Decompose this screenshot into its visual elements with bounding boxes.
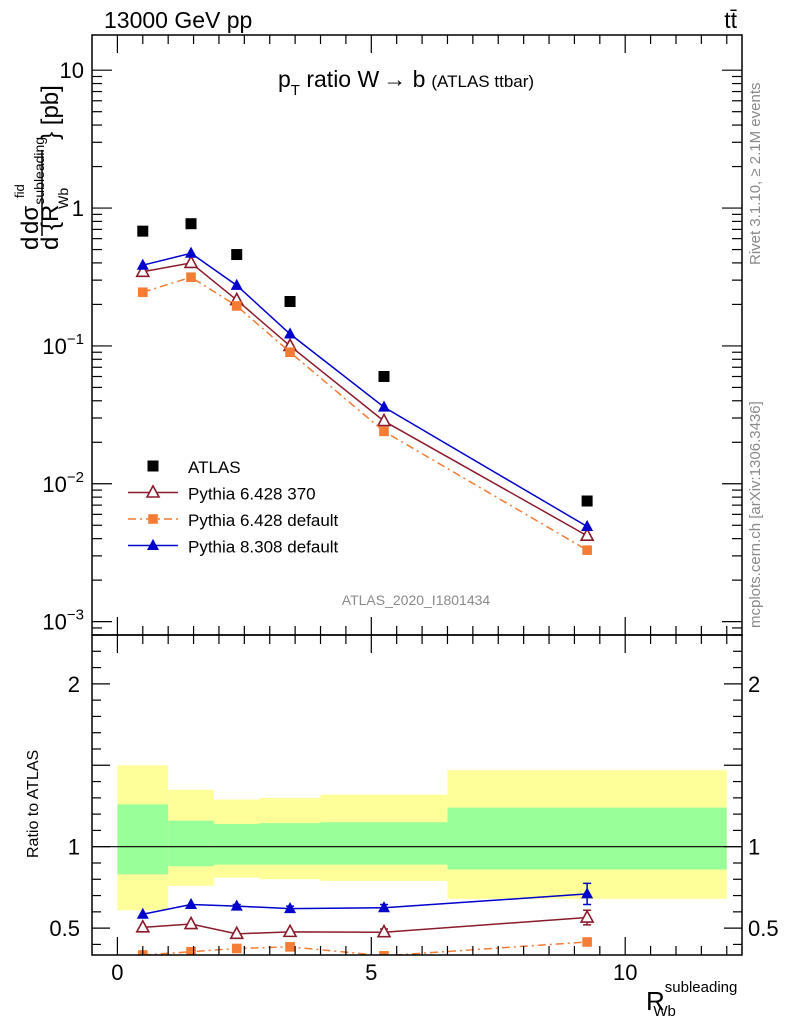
series-0-point	[284, 295, 296, 307]
series-2-point	[137, 287, 148, 298]
series-1-ratio-point	[183, 915, 199, 930]
legend-marker-3	[147, 538, 159, 550]
series-2-point	[379, 426, 389, 437]
header-process-label: tt̄	[724, 7, 737, 33]
band-inner-bin	[213, 823, 260, 865]
series-0-point	[137, 225, 149, 237]
series-3-ratio-line	[142, 893, 588, 916]
ratio-y-tick-label-right: 0.5	[748, 916, 779, 941]
ratio-y-tick-label-right: 1	[748, 835, 760, 860]
series-2-ratio-point	[582, 937, 592, 947]
series-1-ratio-point	[282, 923, 298, 938]
series-3-ratio-point	[377, 901, 390, 913]
series-2-point	[285, 347, 295, 358]
series-1-ratio-point	[229, 925, 245, 940]
series-0-point	[581, 495, 593, 507]
main-plot-area	[135, 218, 595, 555]
series-0-point	[185, 218, 197, 230]
series-2-point	[231, 301, 242, 311]
ratio-y-tick-label-left: 1	[68, 835, 80, 860]
series-3-point	[284, 327, 297, 339]
series-3-ratio-point	[581, 887, 594, 899]
y-tick-label: 10−1	[42, 331, 84, 359]
y-tick-label: 10−2	[42, 469, 84, 497]
header-energy-label: 13000 GeV pp	[104, 7, 252, 33]
axis-ticks	[92, 35, 742, 955]
series-3-point	[581, 519, 594, 531]
band-inner-bin	[259, 823, 321, 865]
series-3-point	[185, 246, 198, 258]
ratio-plot-frame	[91, 634, 743, 956]
series-2-ratio-point	[379, 951, 389, 955]
series-1-point	[376, 412, 392, 427]
svg-text:d: d	[17, 237, 44, 250]
data-uncertainty-band-inner	[117, 804, 727, 875]
series-2-ratio-point	[285, 942, 295, 952]
x-tick-label: 10	[613, 960, 637, 985]
x-tick-label: 0	[111, 960, 123, 985]
legend-marker-0	[147, 460, 159, 472]
y-axis-label: d dσ fid d {Rsubleading Wb} [pb]	[12, 85, 71, 250]
series-1-point	[183, 254, 199, 269]
rivet-version-text: Rivet 3.1.10, ≥ 2.1M events	[747, 83, 764, 266]
plot-title: pT ratio W → b (ATLAS ttbar)	[278, 66, 534, 99]
ratio-y-tick-label-left: 0.5	[49, 916, 80, 941]
ratio-y-tick-label-right: 2	[748, 672, 760, 697]
series-3-point	[230, 278, 243, 290]
legend: ATLAS Pythia 6.428 370 Pythia 6.428 defaul…	[128, 458, 339, 557]
legend-label-2: Pythia 6.428 default	[188, 511, 339, 530]
series-2-line	[142, 276, 588, 551]
series-3-point	[136, 258, 149, 270]
legend-marker-2	[148, 514, 158, 524]
series-0-point	[231, 249, 243, 261]
y-tick-label: 10−3	[42, 607, 84, 635]
legend-label-3: Pythia 8.308 default	[188, 538, 339, 557]
series-1-point	[135, 263, 151, 278]
x-axis-label: Rsubleading Wb	[646, 979, 737, 1020]
y-tick-label: 10	[60, 58, 84, 83]
series-0-point	[378, 371, 390, 383]
series-3-ratio-point	[284, 901, 297, 914]
series-2-ratio-point	[186, 946, 196, 955]
svg-text:fid: fid	[12, 184, 27, 198]
analysis-id-label: ATLAS_2020_I1801434	[342, 592, 491, 608]
axis-tick-labels: 0 5 10 10 1 10−1 10−2 10−3 2 2 1 1 0.5 0.5	[42, 58, 778, 985]
legend-marker-1	[145, 484, 161, 498]
band-inner-bin	[447, 807, 727, 870]
x-tick-label: 5	[365, 960, 377, 985]
series-1-ratio-point	[376, 923, 392, 938]
series-3-point	[377, 400, 390, 412]
series-1-ratio-point	[135, 919, 151, 933]
y-axis-label-den: d {Rsubleading Wb} [pb]	[31, 85, 71, 250]
band-inner-bin	[320, 822, 448, 865]
ratio-y-axis-label: Ratio to ATLAS	[25, 750, 42, 858]
series-3-ratio-point	[136, 907, 149, 919]
band-inner-bin	[117, 804, 169, 875]
series-1-ratio-point	[579, 909, 595, 923]
series-1-line	[142, 262, 588, 537]
y-tick-label: 1	[72, 196, 84, 221]
legend-label-1: Pythia 6.428 370	[188, 485, 316, 504]
svg-text:dσ: dσ	[17, 206, 44, 234]
band-inner-bin	[168, 820, 214, 867]
series-2-ratio-line	[142, 941, 588, 955]
series-3-ratio-point	[230, 899, 243, 911]
series-2-point	[186, 272, 196, 283]
series-3-ratio-point	[185, 897, 198, 910]
series-2-point	[582, 545, 592, 555]
series-1-ratio-line	[142, 916, 588, 935]
ratio-y-tick-label-left: 2	[68, 672, 80, 697]
legend-label-0: ATLAS	[188, 458, 241, 477]
series-1-point	[579, 527, 595, 542]
mcplots-credit-text: mcplots.cern.ch [arXiv:1306.3436]	[747, 401, 764, 628]
series-2-ratio-point	[231, 943, 242, 954]
series-3-line	[142, 252, 588, 528]
